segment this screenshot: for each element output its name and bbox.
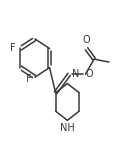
Text: O: O bbox=[86, 69, 93, 79]
Text: F: F bbox=[26, 74, 31, 84]
Text: O: O bbox=[83, 35, 90, 45]
Text: F: F bbox=[10, 43, 15, 53]
Text: N: N bbox=[72, 69, 80, 79]
Text: NH: NH bbox=[60, 123, 75, 133]
